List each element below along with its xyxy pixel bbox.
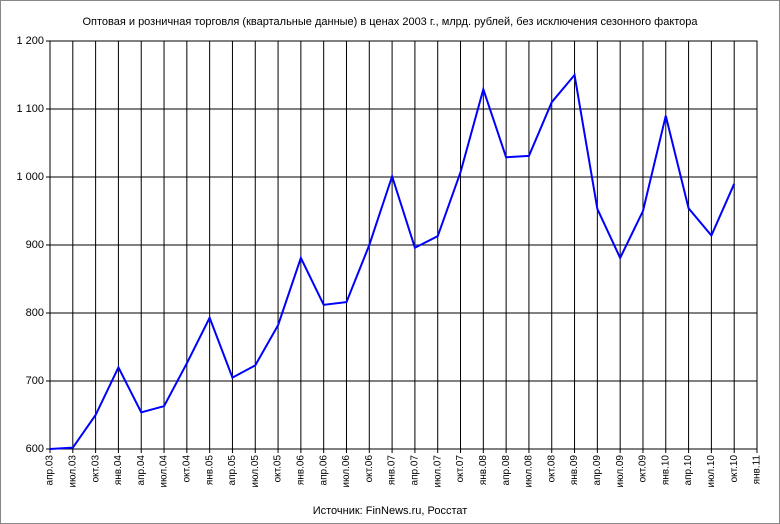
y-tick-label: 600 — [26, 443, 44, 455]
y-tick-label: 1 000 — [16, 171, 44, 183]
x-tick-label: янв.04 — [113, 455, 124, 486]
x-tick-label: апр.03 — [45, 455, 56, 486]
y-tick-label: 800 — [26, 307, 44, 319]
x-tick-label: апр.07 — [410, 455, 421, 486]
x-tick-label: апр.08 — [501, 455, 512, 486]
x-tick-label: окт.06 — [364, 455, 375, 483]
chart-title: Оптовая и розничная торговля (квартальны… — [82, 16, 698, 28]
x-tick-label: июл.05 — [250, 455, 261, 488]
y-tick-label: 900 — [26, 239, 44, 251]
x-tick-label: янв.06 — [296, 455, 307, 486]
x-tick-label: янв.09 — [569, 455, 580, 486]
x-tick-label: апр.10 — [683, 455, 694, 486]
y-tick-label: 1 100 — [16, 103, 44, 115]
x-tick-label: окт.07 — [455, 455, 466, 483]
x-tick-label: янв.11 — [752, 455, 763, 485]
x-tick-label: июл.06 — [341, 455, 352, 488]
x-tick-label: окт.09 — [638, 455, 649, 483]
x-tick-label: янв.05 — [204, 455, 215, 486]
x-tick-label: июл.10 — [706, 455, 717, 488]
x-tick-label: июл.08 — [524, 455, 535, 488]
x-tick-label: окт.04 — [181, 455, 192, 483]
x-tick-label: июл.07 — [432, 455, 443, 488]
x-tick-label: апр.04 — [136, 455, 147, 486]
x-tick-label: апр.09 — [592, 455, 603, 486]
x-tick-label: апр.06 — [318, 455, 329, 486]
y-tick-label: 700 — [26, 375, 44, 387]
x-tick-label: июл.03 — [67, 455, 78, 488]
x-tick-label: окт.08 — [546, 455, 557, 483]
x-tick-label: окт.10 — [729, 455, 740, 483]
x-tick-label: янв.07 — [387, 455, 398, 486]
y-tick-label: 1 200 — [16, 35, 44, 47]
x-tick-label: июл.09 — [615, 455, 626, 488]
plot-border — [49, 40, 758, 450]
x-tick-label: янв.10 — [660, 455, 671, 486]
x-tick-label: окт.05 — [273, 455, 284, 483]
x-tick-label: апр.05 — [227, 455, 238, 486]
chart-source: Источник: FinNews.ru, Росстат — [313, 505, 468, 517]
data-line — [49, 72, 736, 450]
x-tick-label: окт.03 — [90, 455, 101, 483]
x-tick-label: янв.08 — [478, 455, 489, 486]
x-tick-label: июл.04 — [159, 455, 170, 488]
